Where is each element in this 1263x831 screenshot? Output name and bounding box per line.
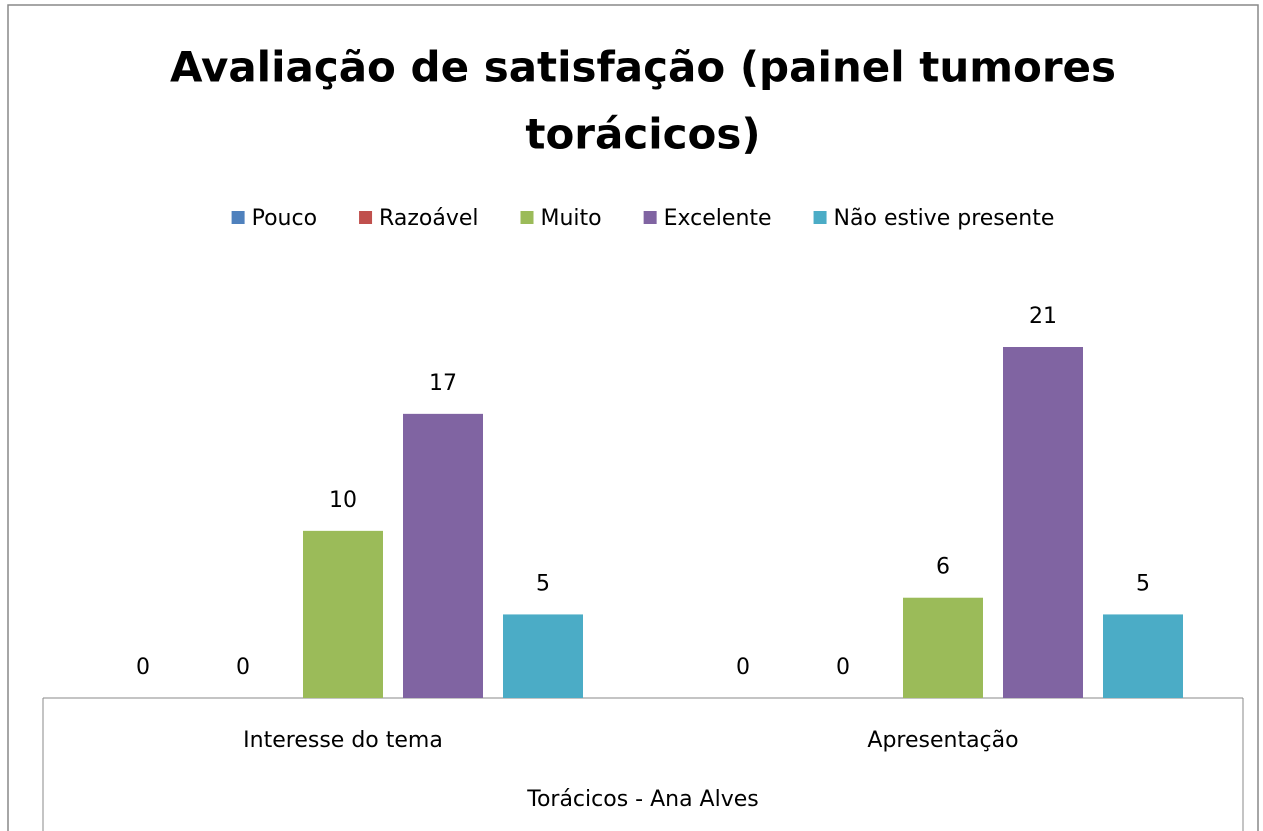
bar <box>403 413 483 698</box>
legend-label: Razoável <box>379 206 478 231</box>
chart-title: Avaliação de satisfação (painel tumores <box>170 43 1116 92</box>
legend-swatch <box>231 211 245 224</box>
data-label: 6 <box>936 555 950 580</box>
bar <box>1003 347 1083 698</box>
bar <box>503 614 583 698</box>
x-axis-label: Torácicos - Ana Alves <box>526 787 758 812</box>
data-label: 0 <box>136 655 150 680</box>
legend-swatch <box>813 211 827 224</box>
data-label: 5 <box>1136 571 1150 596</box>
bar <box>1103 614 1183 698</box>
legend-label: Excelente <box>664 206 772 231</box>
legend-swatch <box>359 211 373 224</box>
legend-label: Pouco <box>252 206 317 231</box>
legend-swatch <box>520 211 534 224</box>
data-label: 17 <box>429 371 457 396</box>
legend-swatch <box>643 211 657 224</box>
bar <box>903 597 983 698</box>
data-label: 0 <box>836 655 850 680</box>
data-label: 0 <box>236 655 250 680</box>
legend-label: Não estive presente <box>834 206 1055 231</box>
data-label: 0 <box>736 655 750 680</box>
bar <box>303 530 383 698</box>
data-label: 5 <box>536 571 550 596</box>
legend-label: Muito <box>541 206 602 231</box>
data-label: 21 <box>1029 304 1057 329</box>
legend: Pouco Razoável Muito Excelente Não estive pr… <box>231 206 1055 231</box>
x-tick-label: Interesse do tema <box>243 728 443 753</box>
data-label: 10 <box>329 488 357 513</box>
chart-title: torácicos) <box>525 110 760 159</box>
x-tick-label: Apresentação <box>867 728 1018 753</box>
